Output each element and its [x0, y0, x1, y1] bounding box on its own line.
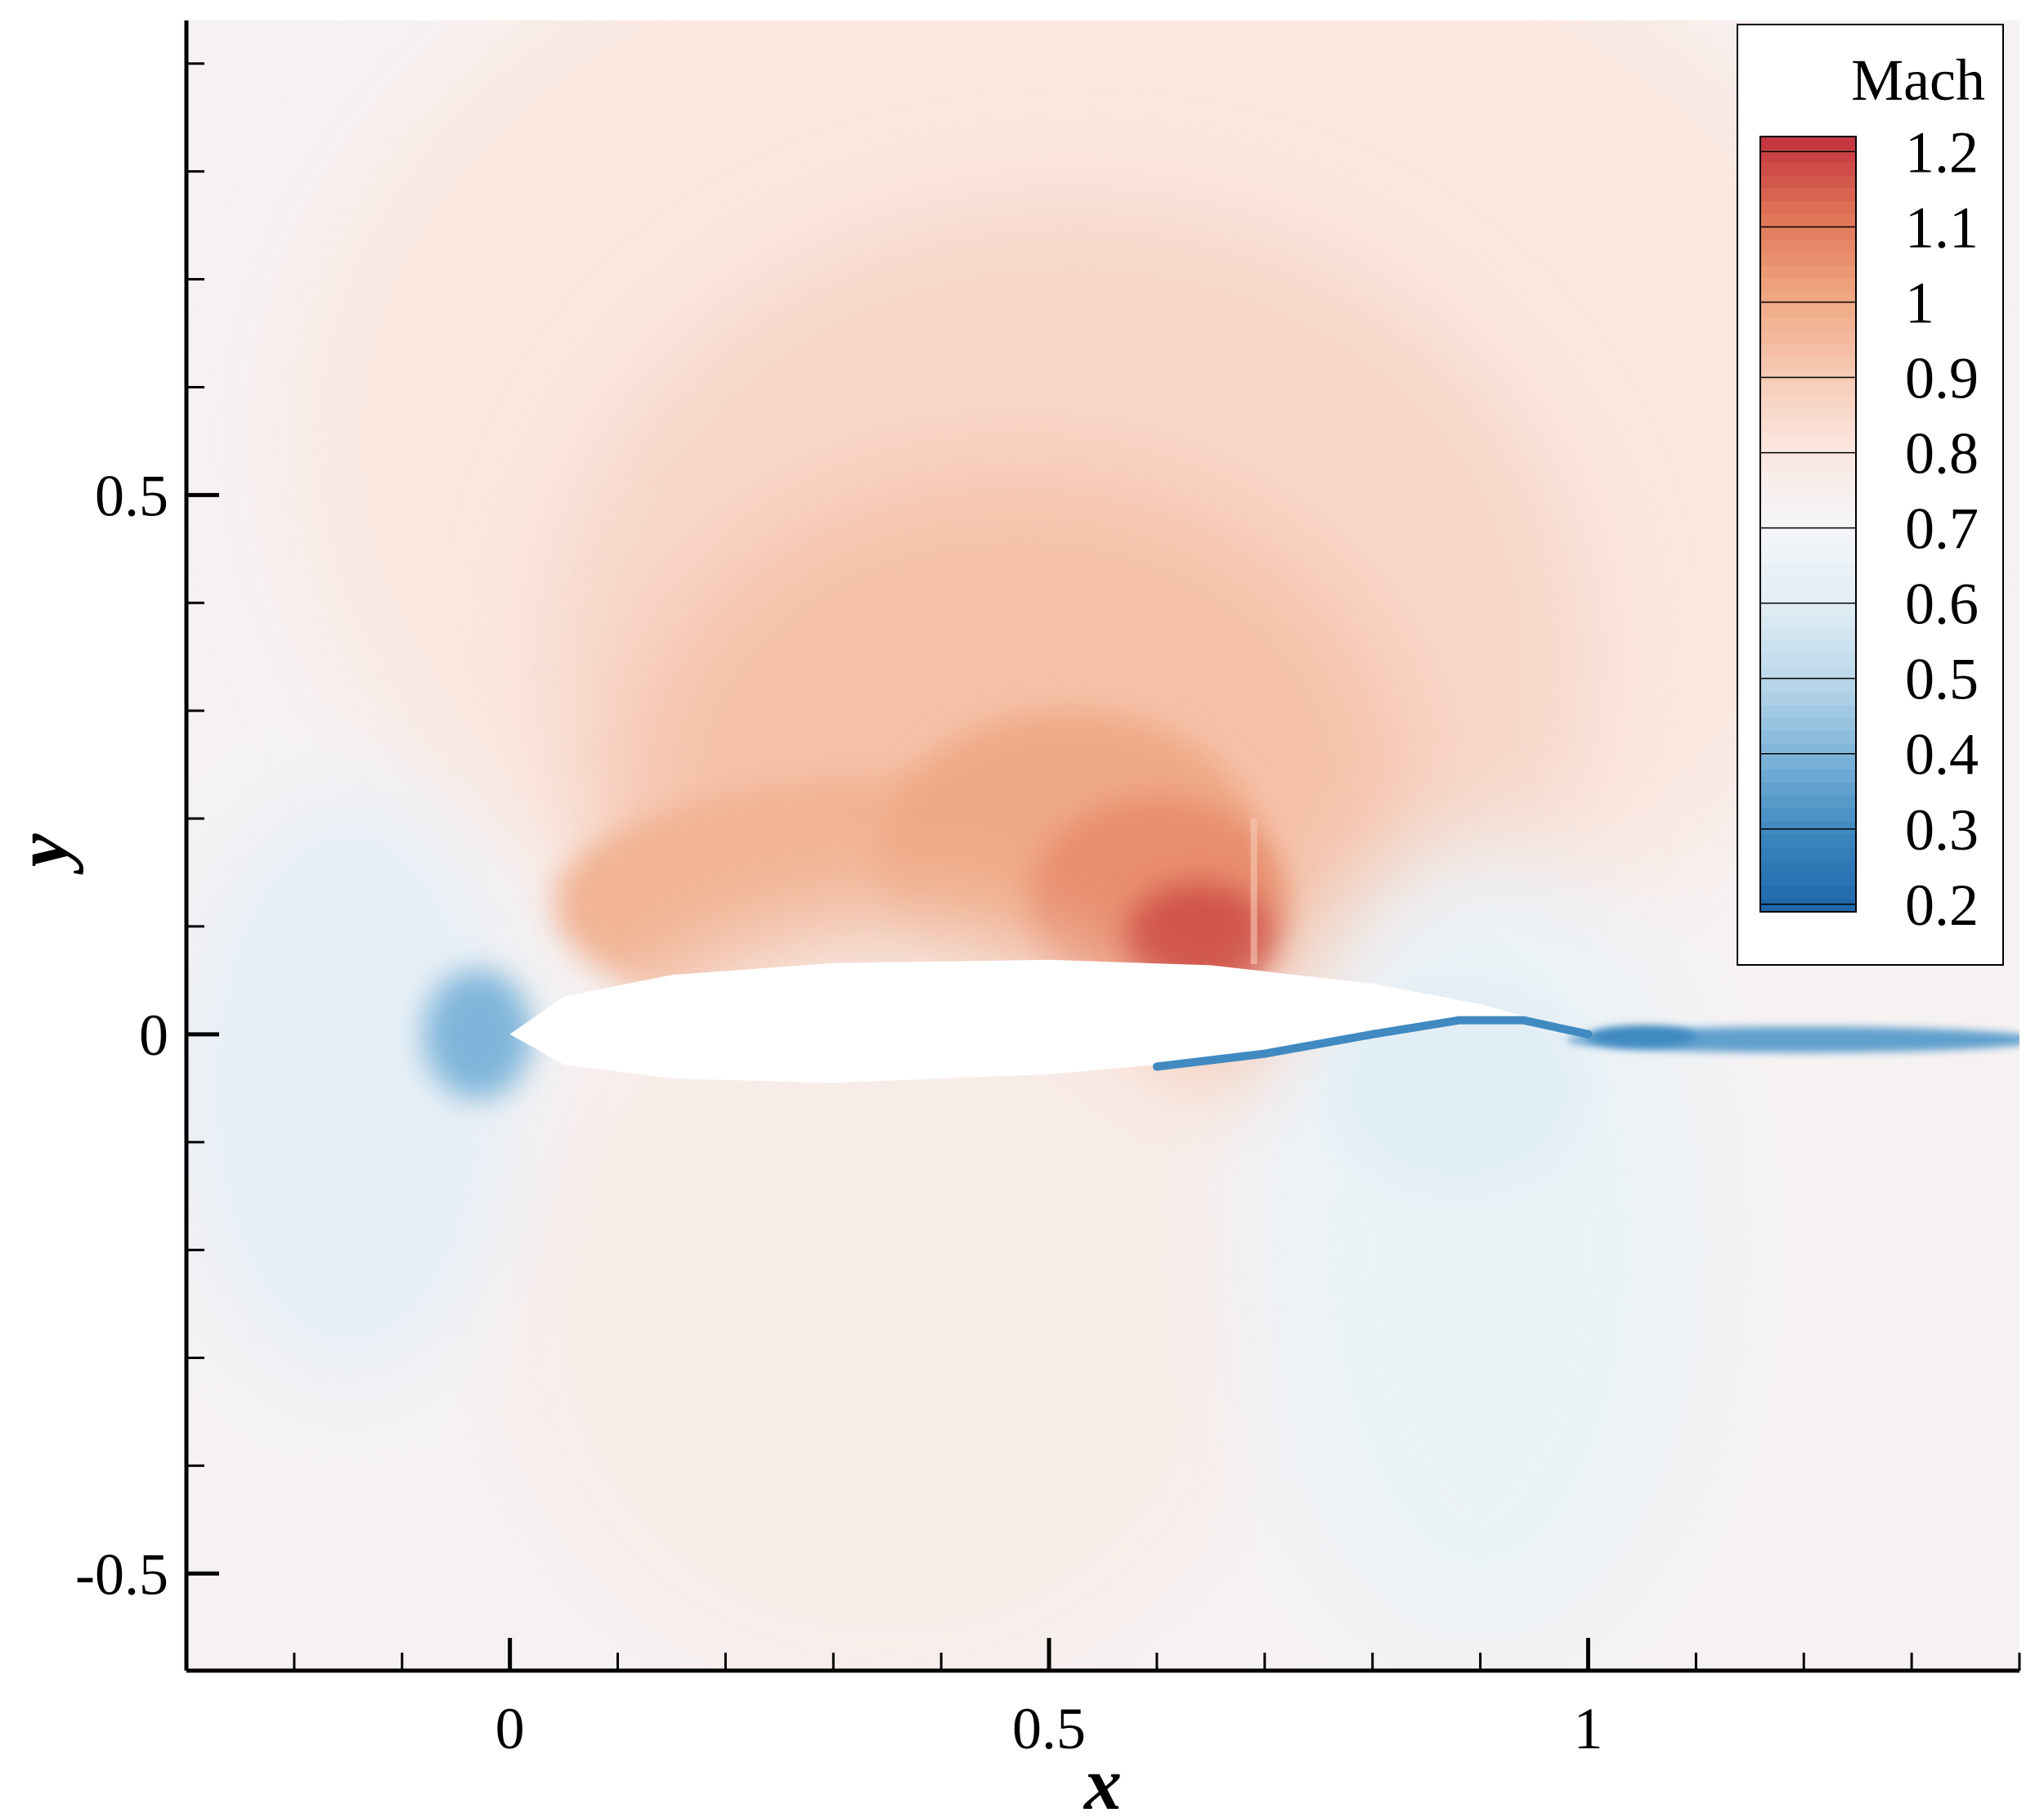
colorbar-band	[1760, 859, 1856, 874]
mach-field-contours	[186, 20, 2019, 1671]
colorbar-band	[1760, 847, 1856, 861]
colorbar-band	[1760, 524, 1856, 538]
colorbar-tick-label: 1.1	[1905, 195, 1979, 260]
colorbar-band	[1760, 886, 1856, 900]
colorbar-tick-label: 0.9	[1905, 346, 1979, 411]
colorbar-band	[1760, 162, 1856, 176]
colorbar-band	[1760, 536, 1856, 551]
x-tick-label: 0	[495, 1696, 525, 1761]
colorbar-band	[1760, 795, 1856, 810]
colorbar-band	[1760, 498, 1856, 512]
colorbar-band	[1760, 446, 1856, 460]
colorbar-tick-label: 0.5	[1905, 647, 1979, 712]
contour-plot-area	[186, 20, 2019, 1671]
colorbar-band	[1760, 614, 1856, 628]
mach-region-8	[509, 926, 1265, 1671]
x-tick-label: 1	[1573, 1696, 1602, 1761]
shock-line	[1250, 819, 1257, 965]
colorbar-band	[1760, 705, 1856, 719]
mach-region-9	[186, 786, 521, 1390]
colorbar-band	[1760, 253, 1856, 267]
x-axis-title: x	[1083, 1742, 1122, 1817]
y-tick-label: 0	[139, 1003, 168, 1068]
colorbar-band	[1760, 485, 1856, 499]
colorbar-band	[1760, 227, 1856, 240]
colorbar-band	[1760, 808, 1856, 822]
mach-region-10	[424, 969, 532, 1099]
colorbar-tick-label: 0.7	[1905, 496, 1979, 562]
colorbar-tick-label: 0.3	[1905, 797, 1979, 863]
colorbar-tick-label: 1	[1905, 270, 1934, 335]
colorbar-band	[1760, 201, 1856, 215]
colorbar-band	[1760, 653, 1856, 667]
colorbar-band	[1760, 666, 1856, 680]
colorbar-band	[1760, 395, 1856, 409]
colorbar-band	[1760, 213, 1856, 228]
colorbar-band	[1760, 821, 1856, 835]
colorbar-tick-label: 0.6	[1905, 572, 1979, 637]
colorbar-band	[1760, 834, 1856, 848]
colorbar-band	[1760, 291, 1856, 305]
colorbar-band	[1760, 563, 1856, 577]
colorbar-tick-label: 1.2	[1905, 119, 1979, 185]
colorbar-band	[1760, 188, 1856, 202]
colorbar-band	[1760, 627, 1856, 641]
colorbar-band	[1760, 137, 1856, 150]
mach-region-14	[1588, 1025, 1697, 1048]
colorbar-band	[1760, 783, 1856, 796]
colorbar-band	[1760, 769, 1856, 783]
colorbar-band	[1760, 873, 1856, 886]
colorbar-band	[1760, 278, 1856, 293]
colorbar-band	[1760, 692, 1856, 706]
colorbar-band	[1760, 343, 1856, 357]
colorbar-band	[1760, 433, 1856, 447]
colorbar-band	[1760, 550, 1856, 563]
colorbar-band	[1760, 472, 1856, 487]
colorbar-tick-label: 0.2	[1905, 873, 1979, 938]
colorbar-band	[1760, 679, 1856, 693]
colorbar-band	[1760, 356, 1856, 370]
legend-title: Mach	[1851, 47, 1985, 113]
colorbar-band	[1760, 369, 1856, 383]
colorbar-band	[1760, 756, 1856, 770]
airfoil-shape	[509, 959, 1589, 1083]
colorbar-band	[1760, 407, 1856, 422]
axes: 0 0.5 1 -0.5 0 0.5	[75, 20, 2021, 1761]
colorbar-band	[1760, 460, 1856, 473]
colorbar-band	[1760, 511, 1856, 525]
colorbar-band	[1760, 330, 1856, 344]
colorbar-labels: 1.2 1.1 1 0.9 0.8 0.7 0.6 0.5 0.4 0.3 0.2	[1760, 119, 1979, 938]
colorbar-band	[1760, 266, 1856, 280]
colorbar-band	[1760, 899, 1856, 913]
colorbar-band	[1760, 718, 1856, 732]
colorbar-band	[1760, 175, 1856, 189]
y-tick-label: 0.5	[95, 463, 168, 528]
colorbar-outline	[1759, 136, 1857, 913]
colorbar-band	[1760, 589, 1856, 603]
x-tick-label: 0.5	[1012, 1696, 1086, 1761]
colorbar-bands	[1759, 136, 1857, 913]
colorbar-band	[1760, 382, 1856, 396]
mach-region-11	[1243, 840, 1718, 1660]
colorbar-legend: Mach 1.2 1.1 1 0.9 0.8 0.7 0.6 0.5 0.4 0.3 0.2	[1737, 24, 2004, 966]
y-axis-title: y	[0, 832, 83, 875]
colorbar-band	[1760, 304, 1856, 318]
colorbar-tick-label: 0.8	[1905, 421, 1979, 487]
colorbar-band	[1760, 149, 1856, 164]
colorbar-band	[1760, 576, 1856, 590]
y-tick-label: -0.5	[75, 1541, 168, 1607]
colorbar-band	[1760, 730, 1856, 745]
colorbar-band	[1760, 420, 1856, 434]
colorbar-tick-label: 0.4	[1905, 722, 1979, 787]
colorbar-band	[1760, 601, 1856, 616]
colorbar-band	[1760, 317, 1856, 331]
colorbar-band	[1760, 240, 1856, 253]
colorbar-band	[1760, 640, 1856, 654]
lower-boundary-layer	[1152, 1016, 1593, 1071]
colorbar-band	[1760, 743, 1856, 757]
